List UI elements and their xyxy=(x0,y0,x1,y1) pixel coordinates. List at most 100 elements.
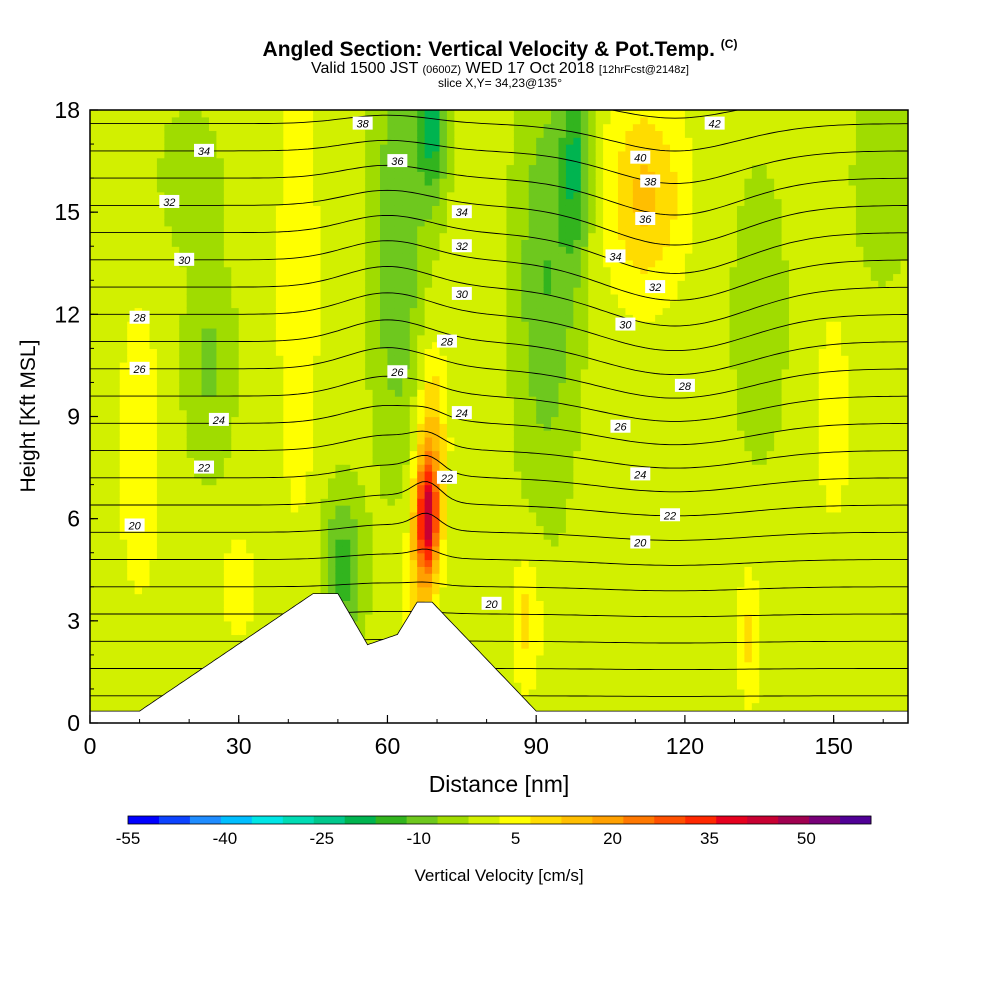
field-cell xyxy=(119,573,128,581)
field-cell xyxy=(238,457,247,465)
field-cell xyxy=(179,430,188,438)
field-cell xyxy=(142,334,151,343)
field-cell xyxy=(156,368,165,377)
field-cell xyxy=(394,491,403,499)
field-cell xyxy=(335,273,344,281)
field-cell xyxy=(186,443,195,452)
field-cell xyxy=(424,382,433,390)
field-cell xyxy=(476,518,485,527)
field-cell xyxy=(491,348,500,356)
field-cell xyxy=(290,409,299,418)
field-cell xyxy=(380,416,389,424)
field-cell xyxy=(156,525,165,533)
field-cell xyxy=(476,511,485,520)
field-cell xyxy=(461,586,470,595)
field-cell xyxy=(454,436,463,445)
field-cell xyxy=(409,273,418,281)
field-cell xyxy=(484,253,493,261)
field-cell xyxy=(417,348,426,356)
field-cell xyxy=(112,682,121,690)
field-cell xyxy=(261,184,270,193)
field-cell xyxy=(97,443,106,452)
field-cell xyxy=(469,123,478,132)
field-cell xyxy=(149,682,158,690)
field-cell xyxy=(417,321,426,329)
field-cell xyxy=(261,457,270,465)
field-cell xyxy=(417,552,426,561)
field-cell xyxy=(283,232,292,241)
field-cell xyxy=(186,593,195,601)
field-cell xyxy=(238,600,247,608)
field-cell xyxy=(179,266,188,275)
field-cell xyxy=(223,396,232,404)
field-cell xyxy=(439,205,448,213)
field-cell xyxy=(461,164,470,172)
field-cell xyxy=(327,287,336,295)
field-cell xyxy=(156,559,165,567)
field-cell xyxy=(97,525,106,533)
field-cell xyxy=(380,293,389,302)
field-cell xyxy=(268,266,277,275)
field-cell xyxy=(484,416,493,424)
field-cell xyxy=(186,150,195,159)
field-cell xyxy=(186,178,195,186)
field-cell xyxy=(90,123,99,132)
field-cell xyxy=(90,266,99,275)
field-cell xyxy=(223,607,232,615)
field-cell xyxy=(454,430,463,438)
field-cell xyxy=(350,293,359,302)
field-cell xyxy=(417,334,426,343)
field-cell xyxy=(417,484,426,493)
field-cell xyxy=(171,416,180,424)
field-cell xyxy=(186,314,195,322)
field-cell xyxy=(201,498,210,506)
field-cell xyxy=(223,627,232,636)
field-cell xyxy=(246,573,255,581)
field-cell xyxy=(491,327,500,336)
field-cell xyxy=(335,416,344,424)
field-cell xyxy=(357,430,366,438)
field-cell xyxy=(357,307,366,315)
field-cell xyxy=(164,273,173,281)
field-cell xyxy=(223,273,232,281)
field-cell xyxy=(186,246,195,254)
field-cell xyxy=(298,402,307,411)
field-cell xyxy=(387,627,396,636)
field-cell xyxy=(365,552,374,561)
field-cell xyxy=(104,246,113,254)
field-cell xyxy=(216,593,225,601)
field-cell xyxy=(461,579,470,588)
field-cell xyxy=(335,218,344,227)
field-cell xyxy=(439,607,448,615)
field-cell xyxy=(208,273,218,281)
field-cell xyxy=(290,430,299,438)
field-cell xyxy=(223,341,232,349)
field-cell xyxy=(380,443,389,452)
field-cell xyxy=(380,178,389,186)
field-cell xyxy=(454,280,463,288)
field-cell xyxy=(357,280,366,288)
field-cell xyxy=(134,545,143,554)
field-cell xyxy=(201,505,210,513)
field-cell xyxy=(119,389,128,397)
field-cell xyxy=(112,607,121,615)
field-cell xyxy=(97,430,106,438)
field-cell xyxy=(290,362,299,370)
field-cell xyxy=(469,545,478,554)
field-cell xyxy=(350,450,359,458)
field-cell xyxy=(454,539,463,547)
field-cell xyxy=(194,327,203,336)
field-cell xyxy=(134,266,143,275)
field-cell xyxy=(327,307,336,315)
field-cell xyxy=(253,375,262,384)
field-cell xyxy=(275,539,284,547)
field-cell xyxy=(275,184,284,193)
field-cell xyxy=(194,137,203,145)
field-cell xyxy=(357,144,366,152)
field-cell xyxy=(156,137,165,145)
field-cell xyxy=(283,348,292,356)
field-cell xyxy=(231,130,240,138)
field-cell xyxy=(97,436,106,445)
field-cell xyxy=(238,144,247,152)
field-cell xyxy=(461,573,470,581)
